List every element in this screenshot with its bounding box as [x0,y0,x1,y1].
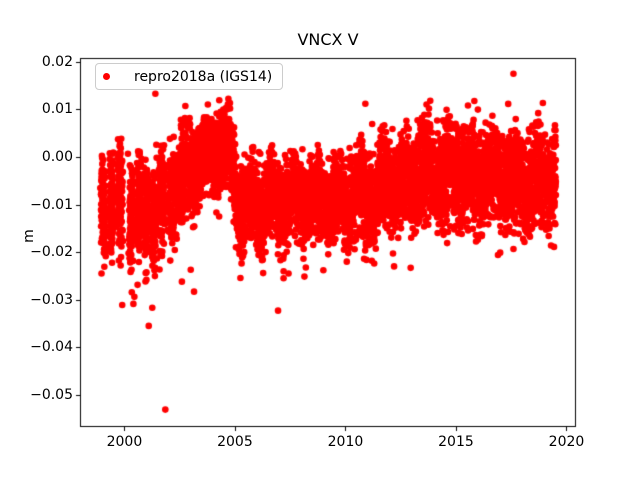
y-tick-label: −0.05 [30,386,73,403]
legend-label: repro2018a (IGS14) [134,68,273,85]
y-tick-label: 0.00 [41,149,73,166]
x-tick-label: 2005 [217,434,253,450]
y-tick-label: −0.04 [30,339,73,356]
y-tick-label: −0.03 [30,291,73,308]
y-axis-label: m [21,229,37,243]
y-tick-label: −0.02 [30,244,73,261]
x-tick-label: 2015 [438,434,474,450]
x-tick-label: 2020 [548,434,585,450]
y-tick-label: 0.01 [41,101,73,118]
legend-marker-icon [103,73,110,80]
chart-title: VNCX V [297,30,359,49]
y-tick-label: 0.02 [41,53,73,70]
y-tick-label: −0.01 [30,196,73,213]
legend: repro2018a (IGS14) [95,63,283,90]
x-tick-label: 2000 [106,434,143,450]
x-tick-label: 2010 [327,434,364,450]
